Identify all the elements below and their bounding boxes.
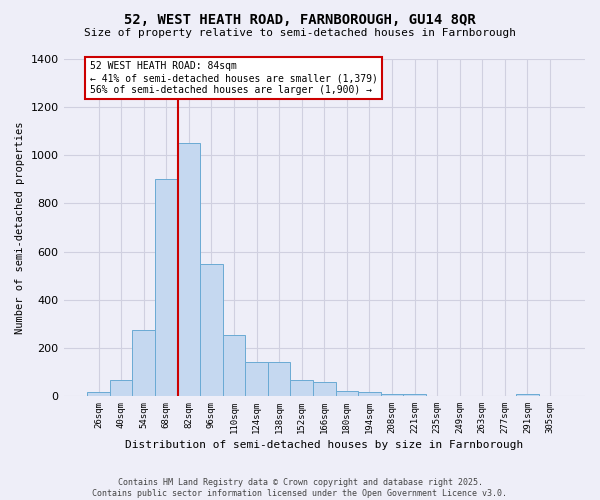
Bar bbox=[178, 143, 200, 396]
Bar bbox=[358, 392, 381, 396]
Bar bbox=[516, 394, 539, 396]
Bar bbox=[200, 264, 223, 396]
Bar bbox=[110, 380, 133, 396]
Bar bbox=[290, 380, 313, 396]
Bar bbox=[313, 382, 335, 396]
Bar bbox=[223, 334, 245, 396]
Bar bbox=[87, 392, 110, 396]
Bar bbox=[335, 391, 358, 396]
Text: 52, WEST HEATH ROAD, FARNBOROUGH, GU14 8QR: 52, WEST HEATH ROAD, FARNBOROUGH, GU14 8… bbox=[124, 12, 476, 26]
Bar bbox=[133, 330, 155, 396]
Bar bbox=[245, 362, 268, 396]
Text: 52 WEST HEATH ROAD: 84sqm
← 41% of semi-detached houses are smaller (1,379)
56% : 52 WEST HEATH ROAD: 84sqm ← 41% of semi-… bbox=[89, 62, 377, 94]
Bar bbox=[403, 394, 426, 396]
Bar bbox=[381, 394, 403, 396]
Y-axis label: Number of semi-detached properties: Number of semi-detached properties bbox=[15, 121, 25, 334]
Bar bbox=[155, 180, 178, 396]
Text: Size of property relative to semi-detached houses in Farnborough: Size of property relative to semi-detach… bbox=[84, 28, 516, 38]
Bar bbox=[268, 362, 290, 396]
X-axis label: Distribution of semi-detached houses by size in Farnborough: Distribution of semi-detached houses by … bbox=[125, 440, 523, 450]
Text: Contains HM Land Registry data © Crown copyright and database right 2025.
Contai: Contains HM Land Registry data © Crown c… bbox=[92, 478, 508, 498]
